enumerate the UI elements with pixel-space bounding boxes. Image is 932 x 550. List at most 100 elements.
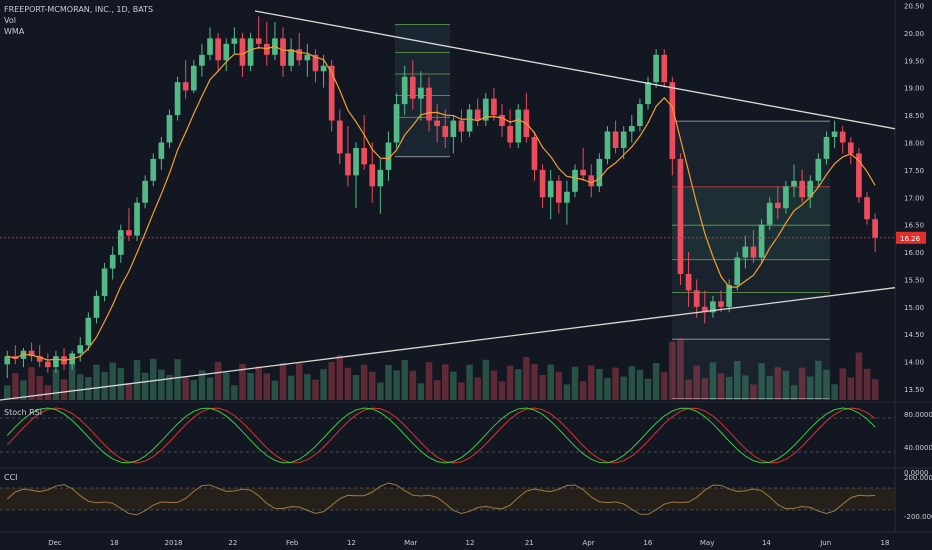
candle-body <box>701 306 708 313</box>
time-tick-label: 18 <box>881 539 890 547</box>
candle-body <box>142 180 148 203</box>
candle-body <box>158 142 165 159</box>
volume-bar <box>839 368 846 400</box>
volume-bar <box>44 385 52 400</box>
candle-body <box>783 186 789 209</box>
volume-bar <box>506 365 514 400</box>
time-tick-label: 16 <box>643 539 652 547</box>
stoch-d-line <box>6 407 876 464</box>
candle-body <box>466 109 473 132</box>
stoch-tick-label: 0.0000 <box>904 469 929 477</box>
candle-body <box>734 257 741 285</box>
candle-body <box>85 317 92 346</box>
volume-bar <box>758 363 765 400</box>
price-tick-label: 20.50 <box>904 2 924 10</box>
time-tick-label: 22 <box>228 539 237 547</box>
candle-body <box>126 230 132 236</box>
volume-bar <box>531 364 538 400</box>
candle-body <box>328 65 335 121</box>
volume-bar <box>628 366 636 400</box>
stoch-rsi-label: Stoch RSI <box>4 408 43 417</box>
time-tick-label: 12 <box>347 539 356 547</box>
volume-bar <box>482 359 490 400</box>
candle-body <box>28 350 35 357</box>
volume-bar <box>604 378 611 400</box>
volume-bar <box>68 364 76 400</box>
candle-body <box>174 82 181 116</box>
candle-body <box>53 356 59 368</box>
volume-bar <box>36 376 43 400</box>
volume-bar <box>798 367 806 400</box>
volume-bar <box>871 378 879 400</box>
volume-bar <box>815 360 822 400</box>
time-tick-label: Feb <box>286 539 299 547</box>
volume-bar <box>320 369 327 400</box>
volume-bar <box>174 359 181 400</box>
volume-bar <box>360 364 368 400</box>
candle-body <box>774 202 781 209</box>
candle-body <box>864 197 870 220</box>
candle-body <box>588 175 595 187</box>
volume-bar <box>239 364 246 400</box>
volume-bar <box>620 376 627 400</box>
price-tick-label: 18.50 <box>904 112 924 120</box>
candle-body <box>474 109 481 121</box>
volume-bar <box>198 370 206 400</box>
volume-bar <box>790 385 798 400</box>
price-tick-label: 13.50 <box>904 386 924 394</box>
volume-bar <box>855 352 863 400</box>
time-tick-label: Apr <box>583 539 595 547</box>
candle-body <box>685 273 692 291</box>
volume-bar <box>328 362 335 400</box>
volume-bar <box>823 369 830 400</box>
candle-body <box>507 126 513 143</box>
candle-body <box>312 54 319 72</box>
volume-bar <box>141 372 149 400</box>
volume-bar <box>93 364 100 400</box>
price-tick-label: 16.00 <box>904 249 924 257</box>
volume-bar <box>279 363 287 400</box>
candle-body <box>458 120 465 132</box>
volume-bar <box>458 382 465 400</box>
volume-bar <box>369 371 376 400</box>
volume-bar <box>547 364 554 400</box>
cci-tick-label: 200.0000 <box>904 474 932 482</box>
volume-bar <box>4 385 11 400</box>
candle-body <box>426 87 432 121</box>
time-tick-label: May <box>700 539 714 547</box>
cci-line <box>6 482 876 516</box>
candle-body <box>856 153 862 198</box>
volume-bar <box>677 338 684 400</box>
candle-body <box>653 54 659 83</box>
stoch-k-line <box>6 407 876 464</box>
candle-body <box>215 38 221 61</box>
volume-bar <box>693 365 700 400</box>
candle-body <box>669 82 676 159</box>
volume-bar <box>231 385 238 400</box>
volume-bar <box>442 364 449 400</box>
candle-body <box>239 38 246 66</box>
candle-body <box>36 356 43 362</box>
volume-bar <box>596 369 603 400</box>
volume-bar <box>60 379 68 400</box>
candle-body <box>531 136 538 170</box>
volume-bar <box>52 369 60 400</box>
candle-body <box>750 246 757 258</box>
candle-body <box>807 180 814 198</box>
volume-bar <box>385 365 392 400</box>
time-tick-label: 2018 <box>165 539 183 547</box>
candle-body <box>580 169 586 176</box>
chart-title: FREEPORT-MCMORAN, INC., 1D, BATS <box>4 5 154 14</box>
candle-body <box>369 164 376 187</box>
volume-bar <box>725 376 733 400</box>
volume-bar <box>669 341 676 400</box>
candle-body <box>482 98 489 121</box>
volume-bar <box>612 367 619 400</box>
volume-bar <box>133 360 141 400</box>
candle-body <box>134 202 140 236</box>
volume-bar <box>588 365 595 400</box>
volume-bar <box>555 371 563 400</box>
volume-bar <box>247 373 254 400</box>
candle-body <box>718 301 724 307</box>
